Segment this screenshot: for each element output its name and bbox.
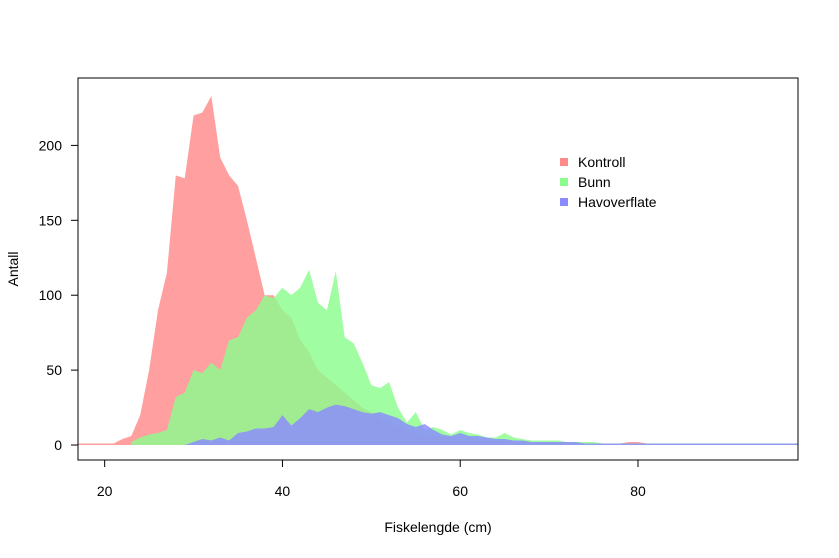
area-series-group <box>78 96 799 445</box>
y-tick-label: 100 <box>39 287 63 303</box>
legend-swatch-havoverflate <box>560 198 568 206</box>
y-tick-label: 150 <box>39 212 63 228</box>
x-axis: 20 40 60 80 <box>97 460 646 499</box>
y-axis: 0 50 100 150 200 <box>39 137 78 453</box>
x-tick-label: 60 <box>452 483 468 499</box>
legend-swatch-kontroll <box>560 158 568 166</box>
y-tick-label: 50 <box>46 362 62 378</box>
legend-swatch-bunn <box>560 178 568 186</box>
legend-label-bunn: Bunn <box>578 174 611 190</box>
area-series-havoverflate <box>166 404 798 445</box>
y-tick-label: 0 <box>54 437 62 453</box>
x-tick-label: 80 <box>630 483 646 499</box>
x-tick-label: 40 <box>275 483 291 499</box>
legend-label-havoverflate: Havoverflate <box>578 194 657 210</box>
y-axis-label: Antall <box>5 251 21 286</box>
y-tick-label: 200 <box>39 137 63 153</box>
legend: Kontroll Bunn Havoverflate <box>560 154 657 210</box>
plot-frame <box>77 77 799 461</box>
legend-label-kontroll: Kontroll <box>578 154 625 170</box>
area-series-bunn <box>131 269 799 445</box>
x-tick-label: 20 <box>97 483 113 499</box>
x-axis-label: Fiskelengde (cm) <box>384 519 491 535</box>
